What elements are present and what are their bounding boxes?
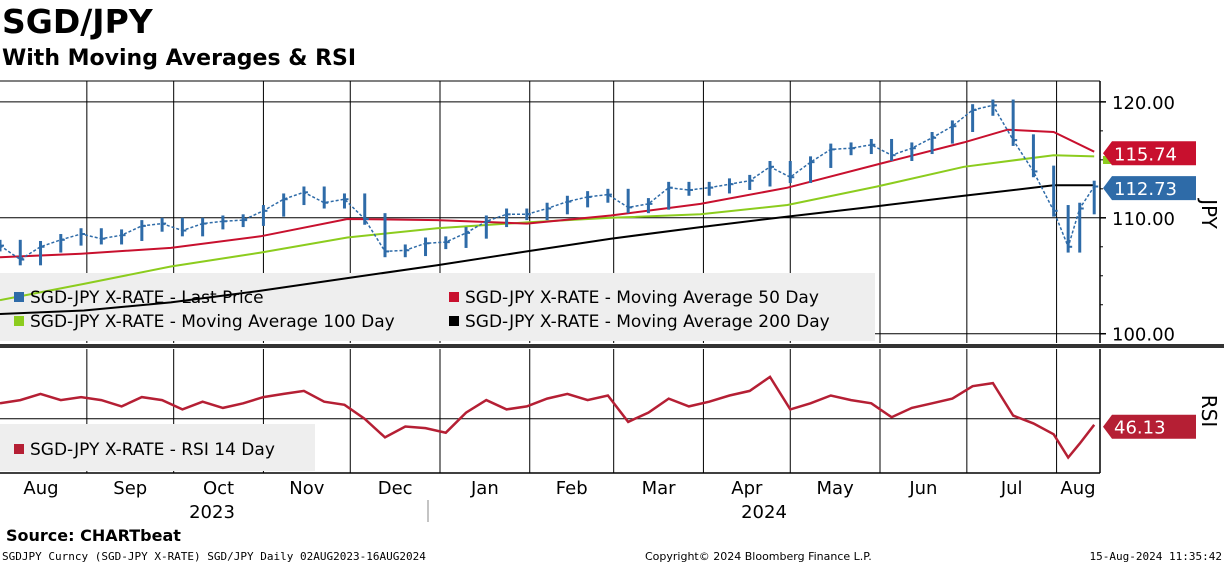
price-last-label-text: 112.73 <box>1114 179 1177 200</box>
legend-item-ma200-text: SGD-JPY X-RATE - Moving Average 200 Day <box>465 312 830 332</box>
footer-timestamp: 15-Aug-2024 11:35:42 <box>1089 550 1222 563</box>
x-tick-label-month: Aug <box>23 478 58 499</box>
x-tick-label-month: Jan <box>470 478 499 499</box>
footer-ticker-info: SGDJPY Curncy (SGD-JPY X-RATE) SGD/JPY D… <box>2 550 426 563</box>
legend-item-ma50-swatch <box>449 292 459 302</box>
x-tick-label-month: Jul <box>1000 478 1023 499</box>
x-year-label: 2024 <box>741 502 787 523</box>
price-last-label-bg <box>1103 176 1196 201</box>
x-tick-label-month: Nov <box>289 478 324 499</box>
rsi-last-label-text: 46.13 <box>1114 418 1166 439</box>
x-tick-label-month: Sep <box>113 478 147 499</box>
series-line-ma200 <box>0 184 1095 315</box>
legend-item-ma200-swatch <box>449 316 459 326</box>
x-tick-label-month: Oct <box>203 478 234 499</box>
rsi-last-label: 46.13 <box>1103 414 1196 439</box>
chart-subtitle: With Moving Averages & RSI <box>2 46 357 71</box>
x-tick-label-month: Mar <box>642 478 677 499</box>
legend-item-ma100-text: SGD-JPY X-RATE - Moving Average 100 Day <box>30 312 395 332</box>
legend-item-price-text: SGD-JPY X-RATE - Last Price <box>30 288 264 308</box>
legend-item-ma100-swatch <box>14 316 24 326</box>
legend-item-ma50: SGD-JPY X-RATE - Moving Average 50 Day <box>449 288 819 308</box>
legend-item-rsi-swatch <box>14 444 24 454</box>
x-tick-label-month: Aug <box>1060 478 1095 499</box>
source-note: Source: CHARTbeat <box>6 526 181 545</box>
price-last-label: 112.73 <box>1103 176 1196 201</box>
ma50-last-label-bg <box>1103 141 1196 166</box>
y-axis-title-rsi: RSI <box>1197 395 1221 428</box>
x-tick-label-month: Feb <box>556 478 588 499</box>
y-axis-title-price: JPY <box>1197 197 1221 230</box>
series-line-price <box>0 104 1095 261</box>
legend-item-ma100: SGD-JPY X-RATE - Moving Average 100 Day <box>14 312 395 332</box>
y-tick-label: 110.00 <box>1112 209 1175 230</box>
chart-title: SGD/JPY <box>2 2 153 41</box>
footer-copyright: Copyright© 2024 Bloomberg Finance L.P. <box>645 550 872 563</box>
legend-item-ma200: SGD-JPY X-RATE - Moving Average 200 Day <box>449 312 830 332</box>
x-year-label: 2023 <box>189 502 235 523</box>
legend-box-rsi <box>0 424 315 471</box>
series-lines <box>0 99 1099 460</box>
series-line-rsi <box>0 375 1096 460</box>
legend-box-price <box>0 273 875 341</box>
legend-item-rsi-text: SGD-JPY X-RATE - RSI 14 Day <box>30 440 275 460</box>
y-tick-label: 100.00 <box>1112 325 1175 346</box>
legend-backgrounds <box>0 273 875 471</box>
legend-item-price: SGD-JPY X-RATE - Last Price <box>14 288 264 308</box>
axes <box>0 81 1224 522</box>
x-tick-label-month: May <box>817 478 855 499</box>
legend-item-price-swatch <box>14 292 24 302</box>
x-tick-label-month: Jun <box>908 478 937 499</box>
ma50-last-label-text: 115.74 <box>1114 144 1177 165</box>
x-tick-label-month: Dec <box>378 478 413 499</box>
ma50-last-label: 115.74 <box>1103 141 1196 166</box>
y-tick-label: 120.00 <box>1112 93 1175 114</box>
labels: 120.00 110.00 100.00 JPY RSI 115.74 112.73 46.1… <box>14 93 1221 523</box>
x-tick-label-month: Apr <box>731 478 763 499</box>
legend-item-rsi: SGD-JPY X-RATE - RSI 14 Day <box>14 440 275 460</box>
panel-separator <box>0 344 1224 348</box>
rsi-last-label-bg <box>1103 414 1196 439</box>
legend-item-ma50-text: SGD-JPY X-RATE - Moving Average 50 Day <box>465 288 819 308</box>
series-line-ma50 <box>0 128 1095 259</box>
